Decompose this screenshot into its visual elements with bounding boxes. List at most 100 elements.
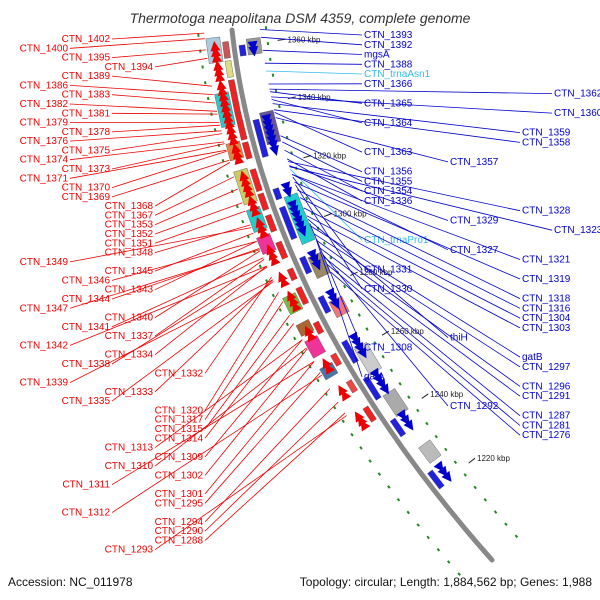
gene-label: CTN_1349: [20, 257, 69, 268]
scale-tick: [381, 330, 390, 336]
gene-label: CTN_1339: [20, 378, 69, 389]
gene-label: CTN_1330: [364, 284, 413, 295]
gene-label: CTN_1276: [522, 430, 571, 441]
gene-label: CTN_1382: [20, 99, 69, 110]
gene-label: CTN_1355: [364, 176, 413, 187]
gene-label: gatA: [364, 372, 385, 383]
gene-label: CTN_1378: [62, 127, 111, 138]
label-leader-line: [154, 415, 347, 551]
gene-label: CTN_1392: [364, 40, 413, 51]
gene-label: CTN_1367: [105, 210, 154, 221]
forward-gene-arrow: [210, 41, 221, 52]
forward-gene-arrow: [257, 222, 268, 234]
forward-gene-arrow: [307, 331, 317, 343]
gene-label: CTN_1340: [105, 313, 154, 324]
gene-label: CTN_1312: [62, 508, 111, 519]
label-leader-line: [111, 32, 205, 40]
gene-label: CTN_1342: [20, 340, 69, 351]
label-leader-line: [154, 241, 257, 291]
label-leader-line: [289, 166, 553, 231]
forward-gene-arrow: [221, 101, 232, 113]
reverse-gene-arrow: [403, 419, 414, 431]
forward-gene-block: [241, 141, 253, 160]
label-leader-line: [154, 279, 274, 393]
reverse-gene-block: [278, 205, 298, 241]
reverse-gene-block: [362, 376, 382, 401]
gene-label: CTN_1368: [105, 201, 154, 212]
forward-gene-arrow: [245, 187, 255, 198]
label-leader-line: [69, 130, 222, 142]
gene-label: CTN_1346: [62, 275, 111, 286]
gene-label: CTN_1301: [155, 489, 204, 500]
label-leader-line: [111, 241, 257, 281]
label-leader-line: [154, 57, 208, 68]
label-leader-line: [204, 401, 339, 532]
forward-gene-block: [275, 240, 289, 260]
gene-label: CTN_1366: [364, 79, 413, 90]
gene-label: CTN_1344: [62, 294, 111, 305]
gene-label: CTN_1291: [522, 391, 571, 402]
label-leader-line: [204, 292, 279, 411]
label-leader-line: [111, 374, 323, 513]
label-leader-line: [280, 135, 363, 173]
forward-gene-arrow: [215, 71, 226, 83]
forward-gene-block: [286, 267, 298, 282]
gene-label: CTN_1308: [364, 342, 413, 353]
gene-label: CTN_1386: [20, 80, 69, 91]
forward-gene-block: [362, 405, 377, 423]
gene-label: CTN_1369: [62, 192, 111, 203]
gene-label: CTN_1309: [155, 452, 204, 463]
label-leader-line: [271, 99, 363, 124]
forward-gene-arrow: [249, 200, 260, 212]
gene-label: CTN_1310: [105, 461, 154, 472]
gene-label: CTN_1319: [522, 274, 571, 285]
gene-label: CTN_1345: [105, 266, 154, 277]
gene-label: CTN_1356: [364, 167, 413, 178]
scale-tick-label: 1360 kbp: [288, 35, 321, 44]
reverse-gene-block: [238, 44, 247, 57]
gene-label: CTN_1333: [105, 387, 154, 398]
label-leader-line: [289, 165, 449, 221]
gene-label: CTN_1296: [522, 381, 571, 392]
label-leader-line: [294, 181, 521, 280]
gene-label: CTN_1328: [522, 206, 571, 217]
label-leader-line: [111, 159, 230, 198]
gene-label: CTN_1360: [554, 108, 600, 119]
label-leader-line: [111, 124, 221, 133]
forward-gene-arrow: [357, 415, 368, 427]
gene-label: CTN_1304: [522, 313, 571, 324]
gene-label: CTN_1348: [105, 248, 154, 259]
gene-label: CTN_1303: [522, 323, 571, 334]
forward-gene-arrow: [233, 148, 243, 160]
forward-gene-block: [330, 352, 343, 367]
forward-gene-arrow: [255, 217, 266, 229]
label-leader-line: [111, 248, 260, 300]
backbone-layer: [197, 26, 519, 584]
gene-label: CTN_1335: [62, 396, 111, 407]
gene-label: CTN_1354: [364, 186, 413, 197]
forward-gene-arrow: [222, 107, 233, 119]
gene-label: CTN_1338: [62, 359, 111, 370]
gene-label: CTN_1329: [450, 216, 499, 227]
label-leader-line: [154, 188, 238, 226]
label-leader-line: [306, 215, 521, 329]
reverse-gene-block: [317, 295, 332, 314]
reverse-gene-block: [272, 187, 283, 201]
label-leader-line: [269, 88, 553, 94]
scale-tick: [468, 457, 476, 464]
forward-gene-arrow: [251, 206, 262, 218]
label-leader-line: [327, 264, 521, 426]
forward-gene-block: [345, 379, 358, 394]
label-leader-line: [287, 161, 521, 212]
gene-label: CTN_1318: [522, 294, 571, 305]
reverse-gene-labels: CTN_1393CTN_1392mgsACTN_1388CTN_trnaAsn1…: [260, 29, 600, 441]
forward-gene-arrow: [227, 129, 238, 141]
gene-label: CTN_1357: [450, 157, 499, 168]
label-leader-line: [154, 232, 254, 272]
label-leader-line: [111, 257, 264, 328]
map-title: Thermotoga neapolitana DSM 4359, complet…: [130, 10, 471, 26]
reverse-annotation-block: [382, 388, 409, 418]
forward-gene-arrow: [341, 390, 352, 402]
forward-gene-arrow: [214, 65, 225, 77]
label-leader-line: [275, 117, 449, 163]
